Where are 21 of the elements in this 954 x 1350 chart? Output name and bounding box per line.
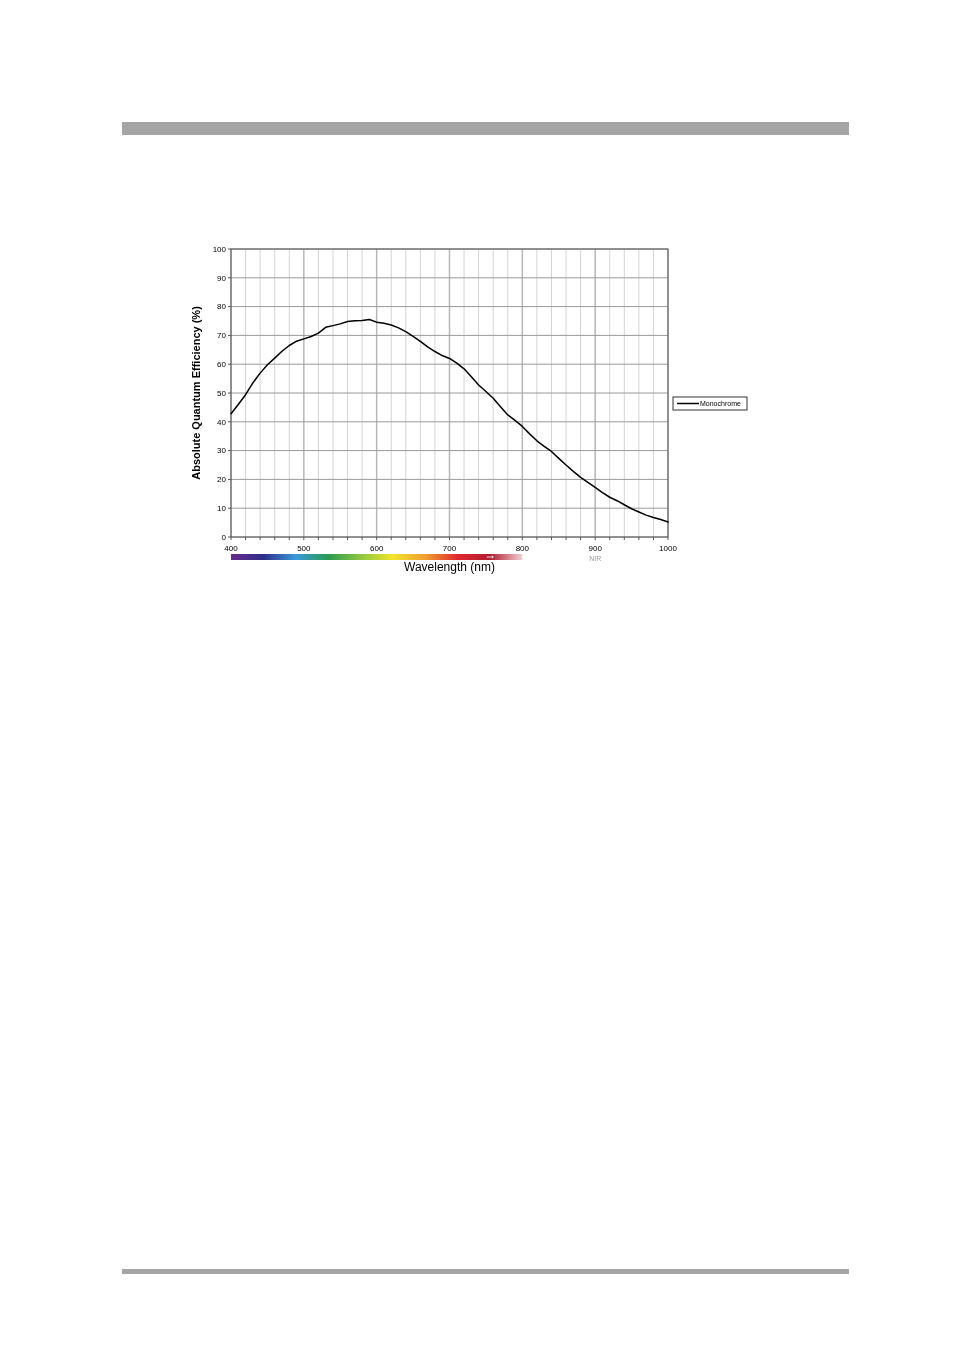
y-tick-label: 40	[217, 417, 227, 427]
y-tick-label: 30	[217, 446, 227, 456]
x-tick-label: 500	[297, 544, 312, 553]
x-tick-label: 400	[224, 544, 239, 553]
y-tick-label: 80	[217, 302, 227, 312]
x-axis-title: Wavelength (nm)	[404, 560, 495, 574]
y-tick-label: 60	[217, 360, 227, 369]
x-tick-label: 600	[369, 544, 384, 553]
line-series	[230, 318, 669, 523]
x-tick-label: 800	[515, 544, 530, 553]
x-tick-label: 1000	[659, 544, 678, 553]
x-tick-label: 900	[588, 544, 603, 553]
y-tick-label: 20	[217, 475, 227, 485]
y-tick-label: 10	[217, 504, 227, 513]
y-tick-label: 50	[217, 388, 227, 398]
y-tick-label: 100	[212, 244, 227, 254]
y-axis-title: Absolute Quantum Efficiency (%)	[190, 305, 202, 480]
y-tick-label: 0	[221, 532, 227, 542]
y-tick-label: 90	[217, 273, 227, 283]
y-tick-label: 70	[217, 331, 227, 341]
x-tick-label: 700	[442, 544, 457, 553]
